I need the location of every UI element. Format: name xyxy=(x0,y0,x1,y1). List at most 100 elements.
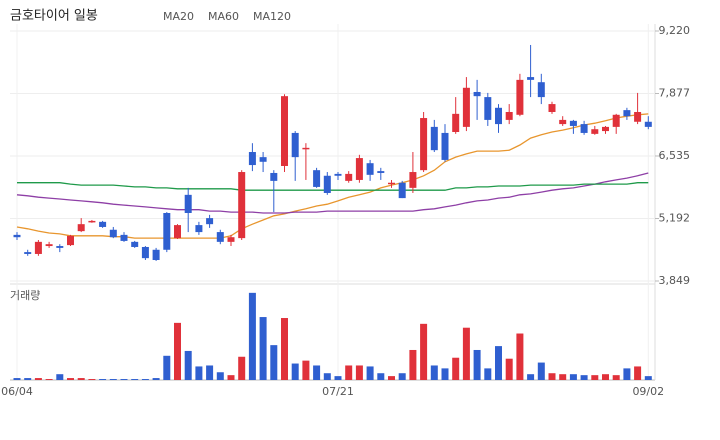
y-tick-label: 3,849 xyxy=(659,274,691,287)
volume-bar xyxy=(227,375,235,380)
volume-bar xyxy=(355,365,363,380)
y-tick-label: 6,535 xyxy=(659,149,691,162)
candle-body xyxy=(313,170,321,187)
candle-body xyxy=(109,229,117,238)
candle-body xyxy=(302,147,310,150)
candle-body xyxy=(120,234,128,241)
legend-entry: MA60 xyxy=(208,10,239,23)
volume-bar xyxy=(462,327,470,380)
volume-bar xyxy=(398,373,406,380)
candle-body xyxy=(56,246,64,248)
candle-body xyxy=(505,111,513,120)
candle-body xyxy=(634,111,642,122)
y-tick-label: 9,220 xyxy=(659,24,691,37)
x-tick-label: 09/02 xyxy=(632,385,664,398)
candle-body xyxy=(184,194,192,213)
volume-bar xyxy=(548,373,556,380)
candle-body xyxy=(569,120,577,126)
volume-bar xyxy=(56,374,64,380)
candle-body xyxy=(580,124,588,133)
volume-bar xyxy=(377,373,385,380)
volume-bar xyxy=(559,374,567,380)
candle-body xyxy=(34,241,42,254)
candle-body xyxy=(24,252,32,254)
volume-bar xyxy=(67,378,74,380)
volume-bar xyxy=(88,379,96,380)
candle-body xyxy=(527,77,535,80)
volume-bar xyxy=(184,350,192,380)
candle-body xyxy=(45,244,53,247)
candle-body xyxy=(195,225,203,233)
volume-bar xyxy=(366,366,374,380)
candle-body xyxy=(602,126,609,132)
volume-bar xyxy=(216,372,224,380)
volume-bar xyxy=(430,365,438,380)
volume-bar xyxy=(141,379,149,380)
volume-bar xyxy=(623,368,631,380)
candle-body xyxy=(141,246,149,259)
volume-label: 거래량 xyxy=(10,289,40,302)
candle-body xyxy=(484,97,492,120)
candle-body xyxy=(355,158,363,180)
volume-bar xyxy=(505,358,513,380)
ma-line xyxy=(16,172,649,214)
volume-bar xyxy=(99,379,107,380)
legend-entry: MA120 xyxy=(253,10,291,23)
candle-body xyxy=(473,91,481,97)
candle-body xyxy=(398,182,406,199)
volume-bar xyxy=(345,365,353,380)
candle-body xyxy=(174,225,181,239)
volume-bar xyxy=(24,378,32,380)
volume-bar xyxy=(206,365,214,380)
y-tick-label: 5,192 xyxy=(659,211,691,224)
volume-bar xyxy=(152,378,160,380)
volume-bar xyxy=(420,323,428,380)
candle-body xyxy=(270,172,278,181)
volume-bar xyxy=(516,333,524,380)
volume-bar xyxy=(259,317,267,380)
volume-bar xyxy=(334,376,342,380)
volume-bar xyxy=(323,373,331,380)
candle-body xyxy=(441,132,449,160)
volume-bar xyxy=(13,378,21,380)
x-tick-label: 07/21 xyxy=(322,385,354,398)
candle-body xyxy=(623,110,631,117)
candle-body xyxy=(216,232,224,242)
volume-bar xyxy=(527,374,535,380)
candle-body xyxy=(366,163,374,175)
candle-body xyxy=(206,218,214,225)
candle-body xyxy=(67,235,74,246)
legend-entry: MA20 xyxy=(163,10,194,23)
volume-bar xyxy=(644,376,652,380)
volume-bar xyxy=(302,360,310,380)
candle-body xyxy=(388,182,395,185)
candle-body xyxy=(430,126,438,151)
volume-bar xyxy=(238,356,246,380)
candle-body xyxy=(462,87,470,127)
candle-body xyxy=(291,132,299,158)
candle-body xyxy=(377,171,385,173)
volume-bar xyxy=(77,378,85,380)
volume-bar xyxy=(270,345,278,380)
chart-title: 금호타이어 일봉 xyxy=(10,9,98,24)
volume-bar xyxy=(441,368,449,380)
candle-body xyxy=(227,237,235,242)
candle-body xyxy=(334,173,342,176)
volume-bar xyxy=(109,379,117,380)
volume-bar xyxy=(195,366,203,380)
volume-bar xyxy=(45,379,53,380)
candle-body xyxy=(13,234,21,238)
volume-bar xyxy=(591,375,599,380)
candle-body xyxy=(345,173,353,181)
candle-body xyxy=(163,212,171,250)
candle-body xyxy=(495,107,502,125)
volume-bar xyxy=(634,366,642,380)
candle-body xyxy=(409,172,417,188)
volume-bar xyxy=(163,355,171,380)
volume-bar xyxy=(580,375,588,380)
volume-bar xyxy=(602,374,609,380)
volume-bar xyxy=(612,375,620,380)
volume-bar xyxy=(281,318,288,380)
candle-body xyxy=(131,241,139,247)
